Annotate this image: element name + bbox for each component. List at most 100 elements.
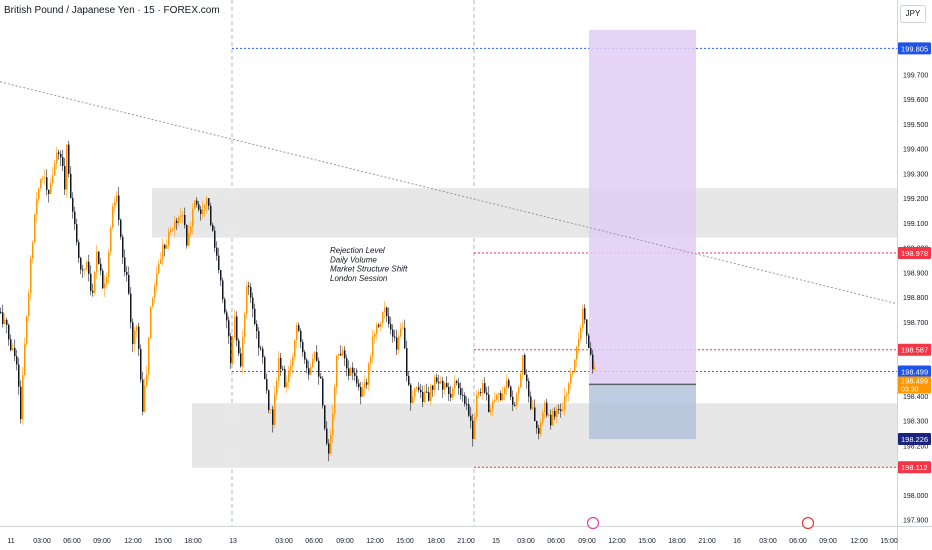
bearish-candle (140, 349, 142, 380)
bearish-candle (198, 204, 200, 210)
bullish-candle (294, 339, 296, 358)
bearish-candle (16, 356, 18, 365)
bearish-candle (124, 257, 126, 272)
bullish-candle (202, 209, 204, 214)
bearish-candle (164, 244, 166, 249)
bearish-candle (20, 386, 22, 420)
bullish-candle (430, 385, 432, 401)
time-axis[interactable] (0, 526, 897, 550)
bearish-candle (588, 335, 590, 348)
bullish-candle (494, 399, 496, 402)
symbol-title[interactable]: British Pound / Japanese Yen · 15 · FORE… (4, 5, 220, 16)
bullish-candle (332, 413, 334, 435)
x-tick-label: 15 (492, 538, 500, 545)
bullish-candle (374, 333, 376, 337)
bullish-candle (188, 233, 190, 246)
bearish-candle (92, 290, 94, 293)
price-axis[interactable] (897, 0, 932, 550)
x-tick-label: 12:00 (608, 538, 626, 545)
bearish-candle (432, 385, 434, 390)
bearish-candle (138, 326, 140, 350)
bullish-candle (440, 380, 442, 384)
bullish-candle (548, 414, 550, 416)
bullish-candle (50, 183, 52, 194)
x-tick-label: 03:00 (275, 538, 293, 545)
bullish-candle (192, 208, 194, 227)
bearish-candle (480, 392, 482, 394)
bearish-candle (100, 263, 102, 271)
bullish-candle (310, 366, 312, 375)
bearish-candle (216, 247, 218, 256)
x-tick-label: 06:00 (547, 538, 565, 545)
bearish-candle (14, 347, 16, 357)
bearish-candle (354, 372, 356, 376)
bearish-candle (550, 414, 552, 426)
demand-zone[interactable] (192, 403, 926, 468)
bearish-candle (346, 358, 348, 369)
bullish-candle (476, 394, 478, 418)
price-label: 198.978 (901, 249, 928, 258)
y-tick-label: 198.000 (903, 493, 928, 500)
bullish-candle (288, 370, 290, 383)
bearish-candle (508, 380, 510, 387)
bullish-candle (180, 215, 182, 218)
bearish-candle (250, 286, 252, 298)
bullish-candle (136, 326, 138, 331)
bearish-candle (130, 293, 132, 323)
bullish-candle (44, 177, 46, 179)
bullish-candle (330, 434, 332, 454)
bearish-candle (396, 337, 398, 350)
y-tick-label: 199.300 (903, 171, 928, 178)
bearish-candle (448, 387, 450, 394)
bullish-candle (38, 188, 40, 200)
bearish-candle (298, 325, 300, 331)
bullish-candle (96, 251, 98, 273)
bearish-candle (226, 312, 228, 321)
bearish-candle (464, 395, 466, 404)
bearish-candle (450, 393, 452, 398)
bearish-candle (486, 392, 488, 395)
bullish-candle (502, 393, 504, 401)
bearish-candle (252, 297, 254, 309)
bullish-candle (582, 308, 584, 328)
bearish-candle (304, 352, 306, 360)
event-flash-icon[interactable] (586, 516, 600, 530)
bearish-candle (386, 307, 388, 317)
bearish-candle (590, 347, 592, 355)
currency-button[interactable]: JPY (900, 5, 926, 23)
event-economic-icon[interactable] (801, 516, 815, 530)
bullish-candle (274, 394, 276, 425)
price-label-bg (898, 365, 931, 378)
bearish-candle (280, 357, 282, 369)
bullish-candle (496, 394, 498, 400)
bullish-candle (32, 242, 34, 259)
bullish-candle (206, 198, 208, 205)
bearish-candle (240, 353, 242, 367)
bullish-candle (402, 327, 404, 329)
bullish-candle (556, 408, 558, 417)
bullish-candle (312, 358, 314, 367)
bearish-candle (230, 336, 232, 364)
bearish-candle (526, 374, 528, 382)
supply-zone[interactable] (152, 188, 926, 238)
bullish-candle (144, 385, 146, 412)
trend-line[interactable] (0, 81, 901, 305)
target-zone[interactable] (589, 29, 696, 385)
bearish-candle (212, 224, 214, 231)
bearish-candle (260, 347, 262, 349)
bearish-candle (524, 355, 526, 375)
x-tick-label: 18:00 (184, 538, 202, 545)
bearish-candle (46, 177, 48, 190)
bearish-candle (210, 205, 212, 225)
bearish-candle (72, 197, 74, 212)
bearish-candle (266, 379, 268, 391)
bullish-candle (134, 330, 136, 345)
stop-zone[interactable] (589, 384, 696, 440)
bullish-candle (384, 307, 386, 313)
bullish-candle (506, 380, 508, 389)
bearish-candle (460, 388, 462, 396)
bearish-candle (78, 242, 80, 258)
bearish-candle (554, 410, 556, 417)
bullish-candle (362, 387, 364, 397)
